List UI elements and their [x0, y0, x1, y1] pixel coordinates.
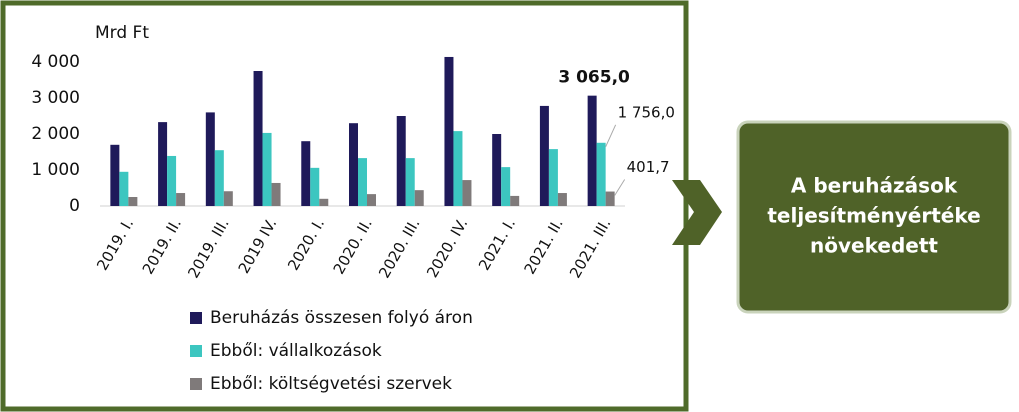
- legend-swatch: [190, 378, 202, 390]
- arrow: [672, 180, 722, 245]
- legend-swatch: [190, 312, 202, 324]
- bar: [301, 141, 311, 206]
- bar: [110, 144, 120, 206]
- bar: [605, 191, 615, 206]
- y-tick-label: 0: [69, 196, 80, 216]
- y-tick-label: 4 000: [31, 52, 80, 72]
- bar: [367, 194, 376, 206]
- bar: [167, 155, 177, 206]
- bar: [223, 191, 233, 206]
- data-label: 3 065,0: [558, 68, 630, 88]
- y-tick-label: 2 000: [31, 124, 80, 144]
- bar: [557, 193, 567, 206]
- callout-line: teljesítményértéke: [767, 204, 980, 228]
- data-label: 401,7: [627, 158, 670, 176]
- bar: [596, 142, 606, 206]
- y-tick-label: 3 000: [31, 88, 80, 108]
- bar: [128, 197, 138, 206]
- bar: [453, 131, 463, 206]
- bar: [414, 190, 424, 206]
- bar: [501, 167, 511, 206]
- bar: [358, 158, 367, 206]
- legend-label: Ebből: vállalkozások: [210, 341, 382, 361]
- bar: [310, 167, 320, 206]
- callout-line: növekedett: [810, 234, 938, 258]
- bar: [119, 171, 129, 206]
- data-label: 1 756,0: [618, 103, 675, 121]
- y-unit-label: Mrd Ft: [95, 23, 149, 43]
- bar: [396, 116, 406, 206]
- bar: [510, 195, 520, 206]
- bar: [262, 132, 272, 206]
- bar: [271, 182, 281, 206]
- bar: [349, 123, 358, 206]
- bar: [205, 112, 215, 206]
- bar: [444, 56, 454, 207]
- bar: [548, 149, 558, 206]
- bar: [539, 105, 549, 206]
- legend-label: Beruházás összesen folyó áron: [210, 308, 473, 328]
- bar: [214, 150, 224, 206]
- legend-label: Ebből: költségvetési szervek: [210, 374, 452, 394]
- callout-text: A beruházások teljesítményértéke növekedet…: [767, 174, 980, 258]
- bar: [158, 122, 168, 206]
- leader-line: [614, 179, 626, 196]
- bar: [319, 198, 329, 206]
- bar: [492, 134, 502, 206]
- legend-swatch: [190, 345, 202, 357]
- bar: [176, 193, 186, 206]
- y-tick-label: 1 000: [31, 160, 80, 180]
- callout-box: [736, 120, 1012, 314]
- leader-line: [605, 124, 617, 147]
- bar: [405, 158, 415, 206]
- bar: [587, 95, 597, 206]
- bar: [253, 71, 263, 206]
- callout-line: A beruházások: [791, 174, 958, 198]
- bar: [462, 180, 472, 206]
